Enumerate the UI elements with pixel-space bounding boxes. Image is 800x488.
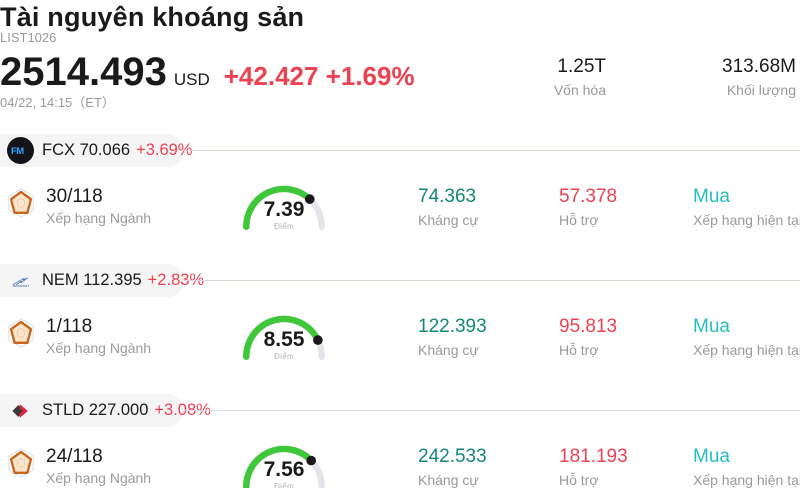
- svg-text:FM: FM: [11, 146, 24, 156]
- svg-text:NEWMONT: NEWMONT: [13, 283, 29, 287]
